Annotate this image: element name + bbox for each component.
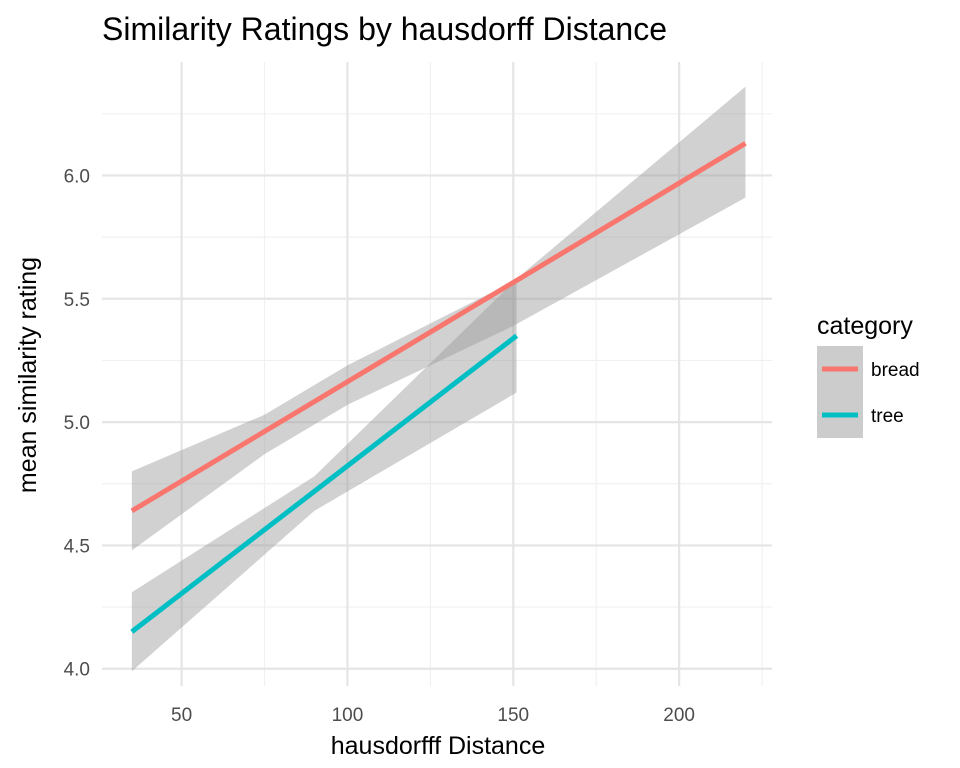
bread-trend-line (130, 141, 747, 514)
chart-title: Similarity Ratings by hausdorff Distance (102, 11, 667, 47)
x-tick-label: 200 (663, 705, 695, 726)
grid (102, 62, 772, 686)
legend-title: category (817, 312, 913, 340)
legend-label-tree: tree (871, 406, 904, 427)
x-tick-label: 50 (171, 705, 192, 726)
series-lines (130, 141, 747, 634)
confidence-ribbons (131, 86, 746, 672)
x-tick-label: 100 (332, 705, 364, 726)
y-tick-label: 4.5 (64, 536, 90, 557)
tick-labels: 50 100 150 200 4.0 4.5 5.0 5.5 6.0 (64, 166, 695, 726)
legend: category bread tree (817, 312, 920, 438)
y-tick-label: 5.0 (64, 413, 90, 434)
y-tick-label: 4.0 (64, 660, 90, 681)
x-tick-label: 150 (497, 705, 529, 726)
legend-label-bread: bread (871, 360, 920, 381)
x-axis-title: hausdorfff Distance (331, 732, 546, 760)
y-axis-title: mean similarity rating (14, 257, 42, 493)
tree-confidence-band (131, 279, 517, 672)
tree-trend-line (130, 333, 519, 634)
bread-confidence-band (131, 86, 746, 551)
y-tick-label: 5.5 (64, 290, 90, 311)
y-tick-label: 6.0 (64, 166, 90, 187)
